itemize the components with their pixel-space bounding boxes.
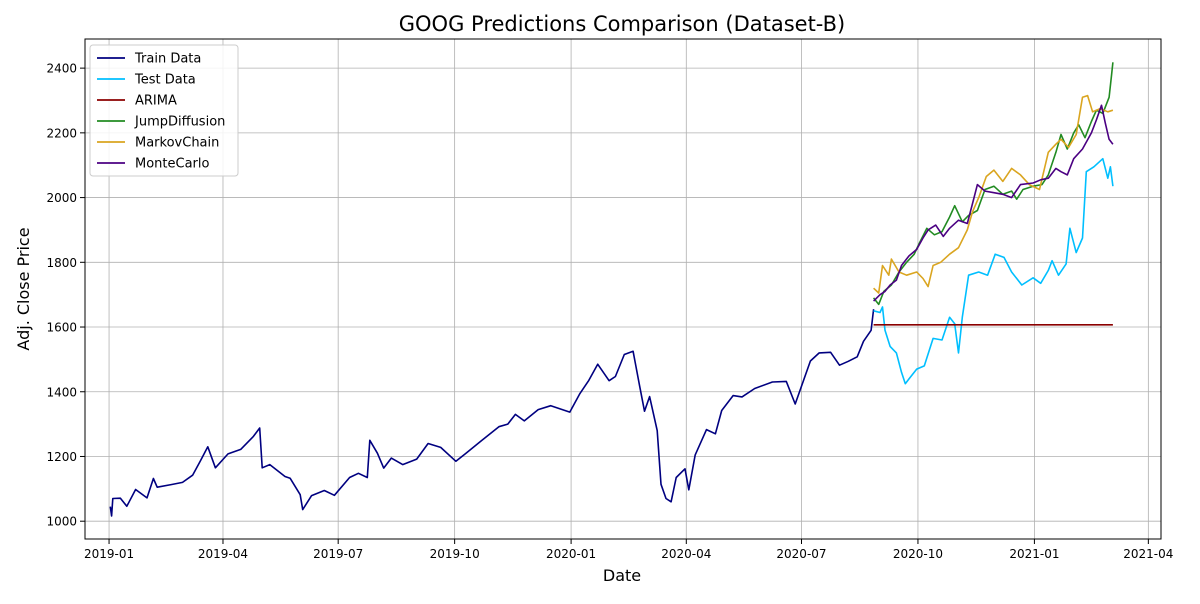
y-axis-label: Adj. Close Price [14, 227, 33, 350]
series-line-montecarlo [873, 104, 1114, 302]
x-axis-ticks: 2019-01 2019-04 2019-07 2019-10 2020-01 2020-… [84, 539, 1173, 561]
legend-label-jumpdiffusion: JumpDiffusion [134, 115, 225, 130]
legend-label-montecarlo: MonteCarlo [135, 157, 210, 172]
legend-label-test-data: Test Data [134, 73, 196, 88]
x-tick-label: 2020-04 [661, 547, 711, 561]
y-axis-ticks: 1000 1200 1400 1600 1800 2000 2200 2400 [46, 62, 85, 529]
x-tick-label: 2019-04 [198, 547, 248, 561]
x-tick-label: 2020-07 [776, 547, 826, 561]
x-axis-label: Date [603, 566, 641, 585]
legend: Train Data Test Data ARIMA JumpDiffusion Mar… [89, 44, 239, 177]
y-tick-label: 1000 [46, 515, 77, 529]
x-tick-label: 2021-04 [1123, 547, 1173, 561]
y-tick-label: 2400 [46, 62, 77, 76]
series-lines [109, 62, 1114, 517]
y-tick-label: 1600 [46, 321, 77, 335]
y-tick-label: 1800 [46, 256, 77, 270]
x-tick-label: 2019-07 [313, 547, 363, 561]
plot-frame [84, 38, 1162, 540]
legend-box [89, 44, 239, 177]
x-tick-label: 2019-01 [84, 547, 134, 561]
y-tick-label: 1200 [46, 450, 77, 464]
grid [85, 39, 1161, 539]
series-line-markovchain [873, 94, 1114, 294]
series-line-test-data [873, 157, 1114, 385]
x-tick-label: 2019-10 [430, 547, 480, 561]
y-tick-label: 2000 [46, 191, 77, 205]
x-tick-label: 2020-10 [893, 547, 943, 561]
series-line-train-data [109, 309, 875, 517]
y-tick-label: 1400 [46, 385, 77, 399]
legend-label-train-data: Train Data [134, 52, 201, 67]
y-tick-label: 2200 [46, 126, 77, 140]
legend-label-arima: ARIMA [135, 94, 177, 109]
x-tick-label: 2020-01 [546, 547, 596, 561]
legend-label-markovchain: MarkovChain [135, 136, 219, 151]
chart-title: GOOG Predictions Comparison (Dataset-B) [399, 12, 846, 36]
x-tick-label: 2021-01 [1009, 547, 1059, 561]
